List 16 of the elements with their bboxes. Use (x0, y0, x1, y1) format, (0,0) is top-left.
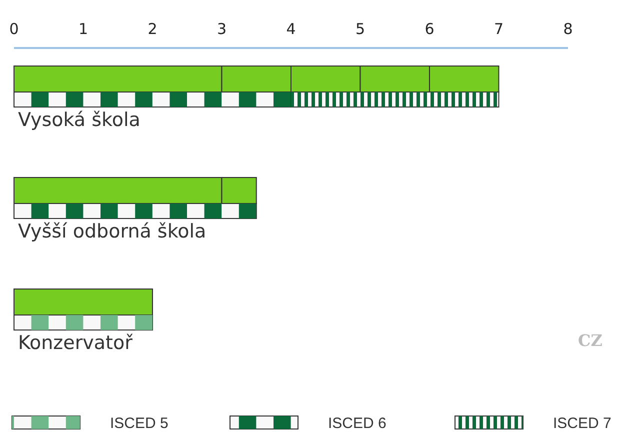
y-tick-label: Vyšší odborná škola (18, 220, 206, 242)
x-tick-label: 1 (78, 20, 88, 38)
y-tick-label: Vysoká škola (18, 109, 140, 131)
legend-label: ISCED 5 (110, 415, 168, 432)
x-tick-label: 8 (563, 20, 573, 38)
x-tick-label: 7 (494, 20, 504, 38)
text: CZ (578, 331, 603, 350)
x-tick-label: 4 (286, 20, 296, 38)
x-tick-label: 5 (355, 20, 366, 38)
x-tick-label: 6 (424, 20, 434, 38)
legend-label: ISCED 6 (328, 415, 386, 432)
y-tick-label: Konzervatoř (18, 332, 133, 354)
x-tick-label: 0 (9, 20, 19, 38)
x-tick-label: 3 (216, 20, 227, 38)
legend-label: ISCED 7 (553, 415, 612, 432)
x-tick-label: 2 (148, 20, 158, 38)
